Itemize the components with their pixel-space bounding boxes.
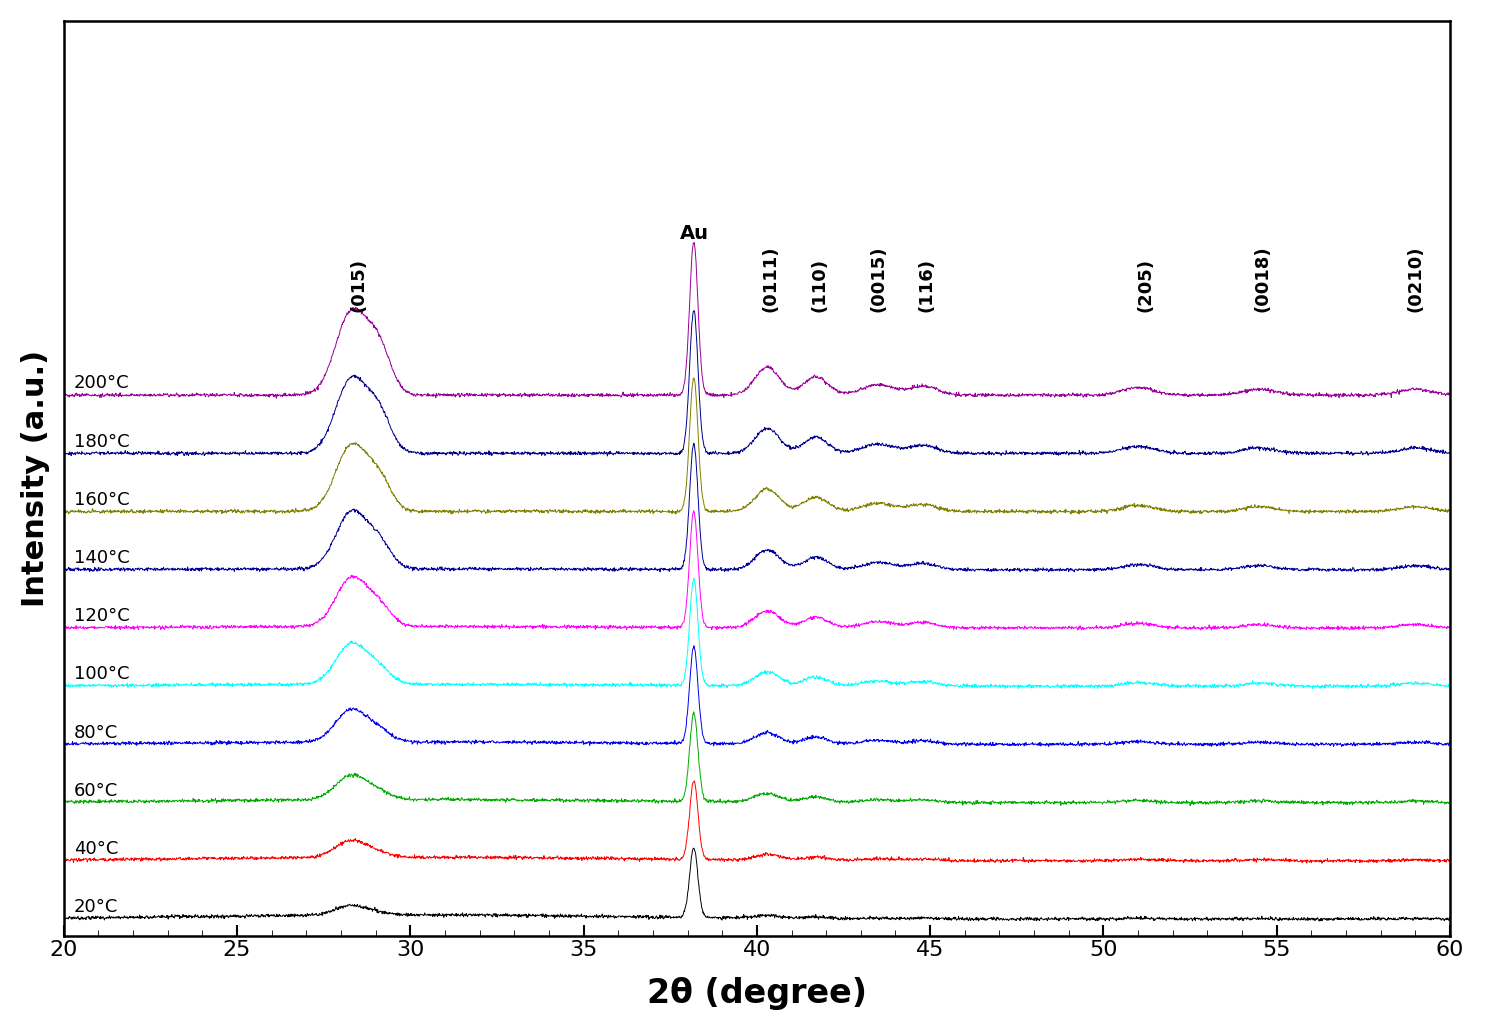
- Text: (0018): (0018): [1253, 245, 1271, 312]
- Text: 20°C: 20°C: [74, 898, 119, 917]
- Text: 140°C: 140°C: [74, 548, 129, 567]
- X-axis label: 2θ (degree): 2θ (degree): [647, 977, 867, 1010]
- Text: (110): (110): [811, 258, 829, 312]
- Text: (0111): (0111): [762, 245, 780, 312]
- Text: 80°C: 80°C: [74, 724, 119, 741]
- Text: 40°C: 40°C: [74, 840, 119, 858]
- Text: 180°C: 180°C: [74, 433, 129, 451]
- Text: (0015): (0015): [869, 245, 887, 312]
- Text: (116): (116): [918, 258, 936, 312]
- Text: 200°C: 200°C: [74, 374, 129, 393]
- Text: (205): (205): [1136, 258, 1154, 312]
- Text: 60°C: 60°C: [74, 781, 119, 800]
- Text: Au: Au: [680, 224, 708, 242]
- Text: 120°C: 120°C: [74, 607, 129, 625]
- Text: (015): (015): [349, 258, 367, 312]
- Y-axis label: Intensity (a.u.): Intensity (a.u.): [21, 350, 50, 607]
- Text: 100°C: 100°C: [74, 665, 129, 684]
- Text: 160°C: 160°C: [74, 491, 129, 508]
- Text: (0210): (0210): [1406, 245, 1424, 312]
